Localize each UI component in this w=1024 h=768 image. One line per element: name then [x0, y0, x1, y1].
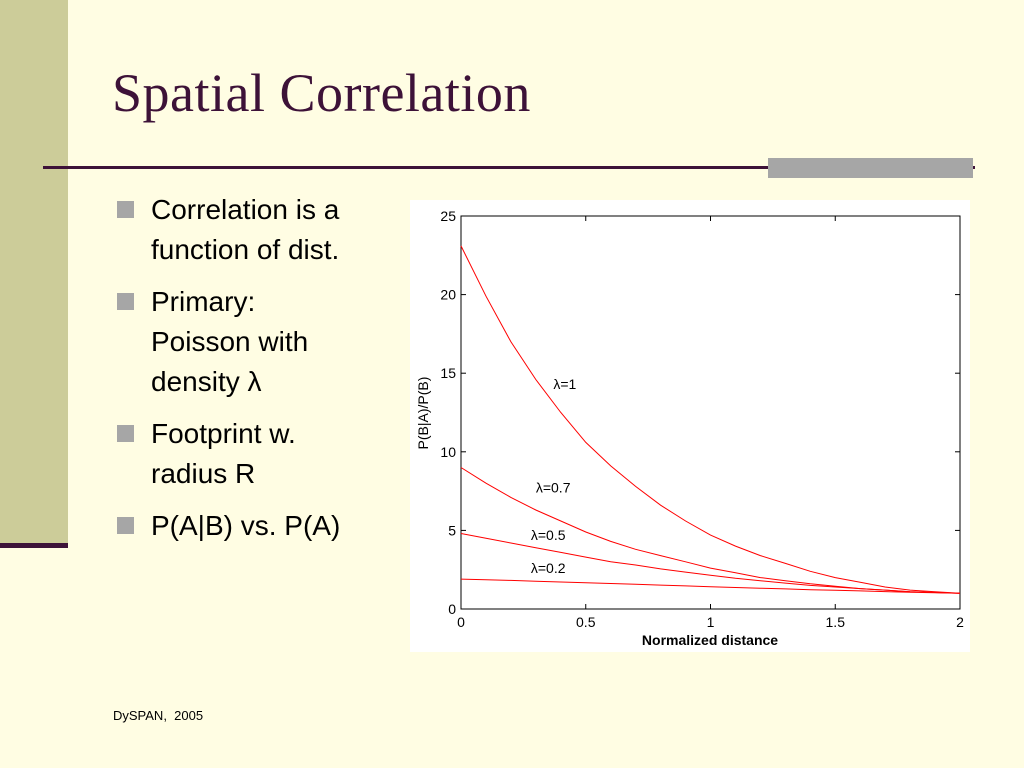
square-bullet-icon: [117, 293, 134, 310]
y-tick-label: 25: [440, 208, 456, 224]
bullet-item: Primary: Poisson with density λ: [115, 282, 405, 402]
square-bullet-icon: [117, 425, 134, 442]
chart-area: 0 0.5 1 1.5 2 0 5 10 15 20 25 λ=1 λ=0.7 λ=0.5 λ=0.2 N…: [410, 200, 970, 652]
y-tick-label: 5: [448, 522, 456, 538]
bullet-item: P(A|B) vs. P(A): [115, 506, 405, 546]
bullet-text: Correlation is a function of dist.: [151, 194, 340, 265]
plot-frame: [460, 215, 961, 610]
x-tick-label: 1: [707, 614, 715, 630]
y-tick-label: 0: [448, 601, 456, 617]
x-tick-label: 1.5: [826, 614, 846, 630]
series-line: [460, 245, 961, 594]
x-tick-label: 2: [956, 614, 964, 630]
x-tick-label: 0.5: [576, 614, 596, 630]
bullet-text: Footprint w. radius R: [151, 418, 296, 489]
square-bullet-icon: [117, 201, 134, 218]
bullet-item: Correlation is a function of dist.: [115, 190, 405, 270]
series-lines: [460, 245, 961, 594]
bullet-text: P(A|B) vs. P(A): [151, 510, 341, 541]
slide-title: Spatial Correlation: [112, 63, 531, 123]
bullet-list: Correlation is a function of dist. Prima…: [115, 190, 405, 558]
title-accent-bar: [768, 158, 973, 178]
bullet-item: Footprint w. radius R: [115, 414, 405, 494]
x-axis-label: Normalized distance: [642, 632, 778, 648]
y-tick-label: 15: [440, 365, 456, 381]
footer-text: DySPAN, 2005: [113, 708, 204, 723]
left-band-divider: [0, 543, 68, 548]
series-line: [460, 533, 961, 594]
bullet-text: Primary: Poisson with density λ: [151, 286, 309, 397]
series-line: [460, 578, 961, 594]
square-bullet-icon: [117, 517, 134, 534]
series-label: λ=0.2: [531, 560, 566, 576]
series-label: λ=1: [553, 376, 576, 392]
left-decorative-band: [0, 0, 68, 545]
y-tick-label: 20: [440, 287, 456, 303]
series-label: λ=0.7: [536, 480, 571, 496]
title-rule: [43, 166, 975, 169]
y-axis-label: P(B|A)/P(B): [415, 377, 431, 450]
series-label: λ=0.5: [531, 527, 566, 543]
y-tick-label: 10: [440, 444, 456, 460]
x-tick-label: 0: [457, 614, 465, 630]
series-labels: λ=1 λ=0.7 λ=0.5 λ=0.2: [531, 376, 577, 576]
